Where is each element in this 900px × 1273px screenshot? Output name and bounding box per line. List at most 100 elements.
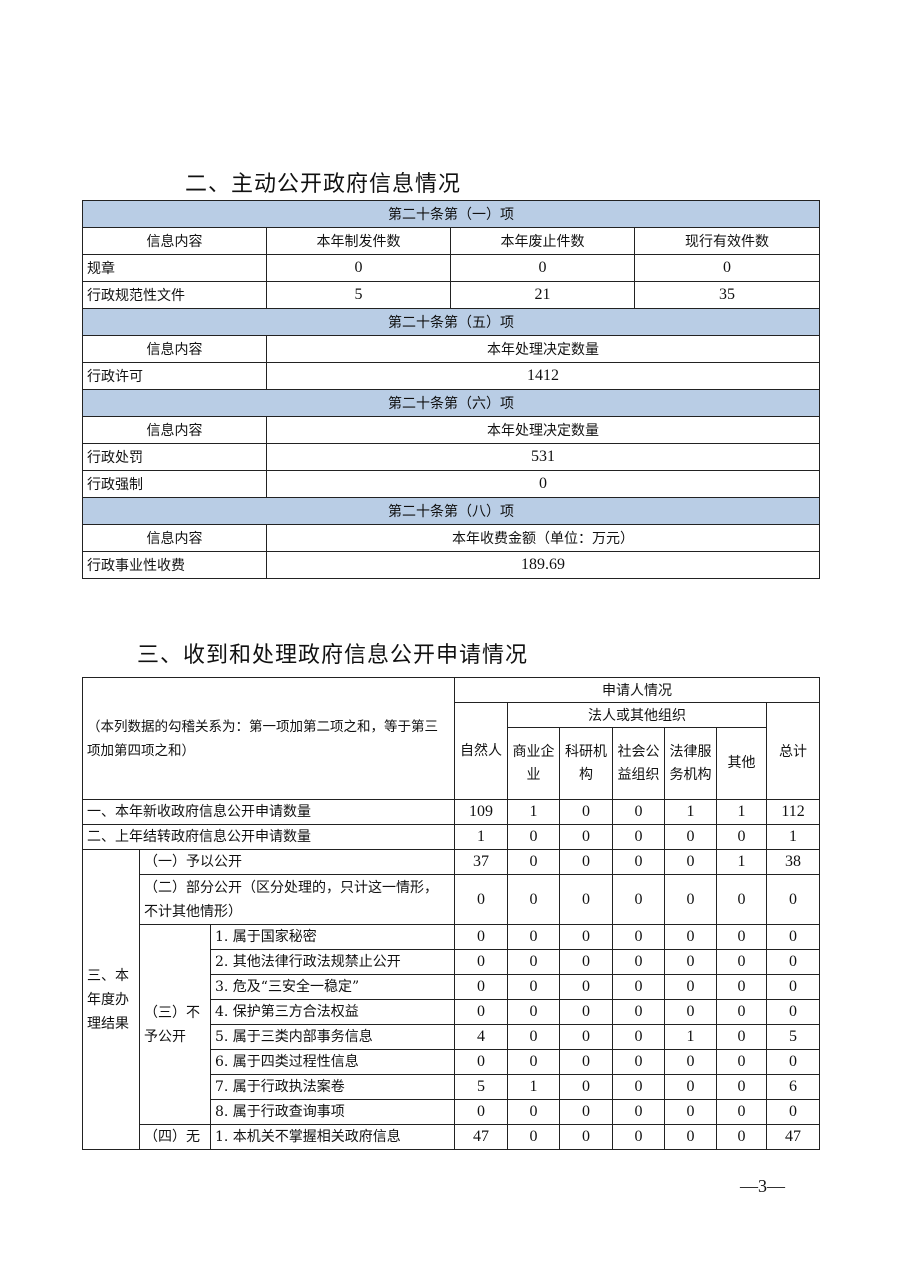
cell-value: 0 [664,974,717,1000]
section-title-applications: 三、收到和处理政府信息公开申请情况 [137,643,529,668]
cell-value: 0 [507,999,560,1025]
row-label: 行政事业性收费 [82,551,267,579]
row-label: 8. 属于行政查询事项 [210,1099,455,1125]
cell-value: 5 [454,1074,508,1100]
section-header-row: 第二十条第（五）项 [82,308,820,336]
total-header: 总计 [765,702,821,800]
cell-value: 0 [664,849,717,875]
row-label: 行政处罚 [82,443,267,471]
table-row: 8. 属于行政查询事项 0 0 0 0 0 0 0 [83,1099,821,1125]
cell-value: 0 [559,924,613,950]
none-label: （四）无 [139,1124,211,1150]
row-label: 1. 属于国家秘密 [210,924,455,950]
org-header: 法人或其他组织 [507,702,767,728]
cell-value: 0 [559,824,613,850]
table-row: 二、上年结转政府信息公开申请数量 1 0 0 0 0 0 1 [82,824,821,850]
cell-value: 38 [765,849,821,875]
column-header: 本年处理决定数量 [266,335,820,363]
cell-value: 0 [559,1049,613,1075]
cell-value: 0 [612,799,665,825]
cell-value: 0 [612,974,665,1000]
table-row: 行政规范性文件 5 21 35 [82,281,820,309]
cell-value: 0 [559,849,613,875]
table-row: （四）无 1. 本机关不掌握相关政府信息 47 0 0 0 0 0 47 [83,1124,821,1150]
row-label: （二）部分公开（区分处理的，只计这一情形，不计其他情形） [139,874,455,925]
cell-value: 0 [716,824,767,850]
cell-value: 0 [664,1124,717,1150]
cell-value: 0 [507,924,560,950]
row-label: 7. 属于行政执法案卷 [210,1074,455,1100]
cell-value: 0 [765,974,821,1000]
table-row: 行政事业性收费 189.69 [82,551,820,579]
cell-value: 0 [612,1074,665,1100]
cell-value: 0 [765,924,821,950]
cell-value: 0 [454,949,508,975]
cell-value: 0 [612,999,665,1025]
section-title-proactive-disclosure: 二、主动公开政府信息情况 [185,172,462,197]
column-header: 信息内容 [82,227,267,255]
cell-value: 1 [716,849,767,875]
cell-value: 531 [266,443,820,471]
cell-value: 21 [450,281,635,309]
cell-value: 4 [454,1024,508,1050]
cell-value: 0 [507,1099,560,1125]
table-row: 行政许可 1412 [82,362,820,390]
cell-value: 0 [454,1099,508,1125]
column-header-row: 信息内容 本年处理决定数量 [82,416,820,444]
cell-value: 0 [634,254,820,282]
column-header-row: 信息内容 本年收费金额（单位：万元） [82,524,820,552]
cell-value: 0 [559,1024,613,1050]
cell-value: 0 [716,999,767,1025]
table-row: 一、本年新收政府信息公开申请数量 109 1 0 0 1 1 112 [82,799,821,825]
cell-value: 1 [454,824,508,850]
cell-value: 0 [507,949,560,975]
cell-value: 1 [507,1074,560,1100]
cell-value: 0 [559,1124,613,1150]
cell-value: 0 [664,1049,717,1075]
table-row: 行政处罚 531 [82,443,820,471]
cell-value: 0 [559,949,613,975]
cell-value: 0 [765,1099,821,1125]
cell-value: 1 [664,799,717,825]
page-number: —3— [740,1176,785,1196]
table-row: 规章 0 0 0 [82,254,820,282]
cell-value: 0 [765,949,821,975]
cell-value: 109 [454,799,508,825]
cell-value: 0 [507,849,560,875]
applications-table: （本列数据的勾稽关系为：第一项加第二项之和，等于第三项加第四项之和） 申请人情况… [82,677,821,1150]
cell-value: 0 [664,999,717,1025]
column-header-row: 信息内容 本年处理决定数量 [82,335,820,363]
cell-value: 0 [454,974,508,1000]
row-label: 规章 [82,254,267,282]
cell-value: 0 [612,924,665,950]
column-header: 现行有效件数 [634,227,820,255]
cell-value: 1412 [266,362,820,390]
row-label: 2. 其他法律行政法规禁止公开 [210,949,455,975]
cell-value: 0 [612,1099,665,1125]
column-header-row: 信息内容 本年制发件数 本年废止件数 现行有效件数 [82,227,820,255]
cell-value: 0 [716,874,767,925]
cell-value: 47 [765,1124,821,1150]
column-header: 信息内容 [82,416,267,444]
cell-value: 0 [507,1049,560,1075]
row-label: 行政规范性文件 [82,281,267,309]
cell-value: 0 [266,254,451,282]
org-column-header: 社会公益组织 [612,727,665,800]
table-row: 2. 其他法律行政法规禁止公开 0 0 0 0 0 0 0 [83,949,821,975]
column-header: 本年废止件数 [450,227,635,255]
proactive-disclosure-table: 第二十条第（一）项 信息内容 本年制发件数 本年废止件数 现行有效件数 规章 0 0 0 行政规范… [82,200,820,579]
table-row: 4. 保护第三方合法权益 0 0 0 0 0 0 0 [83,999,821,1025]
cell-value: 1 [507,799,560,825]
table-row: 行政强制 0 [82,470,820,498]
section-header: 第二十条第（八）项 [82,497,820,525]
cell-value: 0 [454,874,508,925]
row-label: 1. 本机关不掌握相关政府信息 [210,1124,455,1150]
row-label: 4. 保护第三方合法权益 [210,999,455,1025]
cell-value: 0 [612,949,665,975]
row-label: 3. 危及“三安全一稳定” [210,974,455,1000]
cell-value: 0 [612,849,665,875]
column-header: 信息内容 [82,524,267,552]
cell-value: 0 [664,1099,717,1125]
cell-value: 0 [612,1049,665,1075]
cell-value: 0 [716,949,767,975]
